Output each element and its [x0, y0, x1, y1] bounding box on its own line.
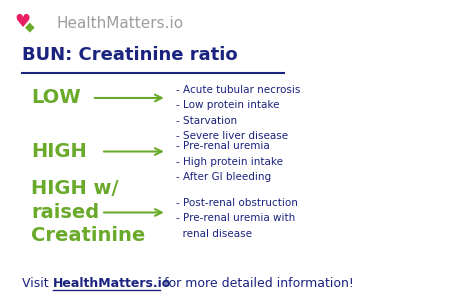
Text: Visit: Visit	[21, 277, 52, 290]
Text: ◆: ◆	[25, 20, 35, 33]
Text: - After GI bleeding: - After GI bleeding	[176, 172, 271, 182]
Text: - Severe liver disease: - Severe liver disease	[176, 131, 288, 141]
Text: HealthMatters.io: HealthMatters.io	[57, 16, 184, 31]
Text: HealthMatters.io: HealthMatters.io	[53, 277, 171, 290]
Text: - Starvation: - Starvation	[176, 115, 237, 125]
Text: - Pre-renal uremia with: - Pre-renal uremia with	[176, 213, 295, 223]
Text: LOW: LOW	[31, 88, 81, 108]
Text: - Acute tubular necrosis: - Acute tubular necrosis	[176, 85, 301, 95]
Text: renal disease: renal disease	[176, 228, 252, 238]
Text: - Pre-renal uremia: - Pre-renal uremia	[176, 141, 270, 151]
Text: - Low protein intake: - Low protein intake	[176, 100, 280, 110]
Text: for more detailed information!: for more detailed information!	[160, 277, 354, 290]
Text: HIGH: HIGH	[31, 142, 87, 161]
Text: - High protein intake: - High protein intake	[176, 157, 283, 167]
Text: ♥: ♥	[14, 13, 30, 31]
Text: - Post-renal obstruction: - Post-renal obstruction	[176, 198, 298, 208]
Text: HIGH w/
raised
Creatinine: HIGH w/ raised Creatinine	[31, 179, 145, 245]
Text: BUN: Creatinine ratio: BUN: Creatinine ratio	[21, 46, 237, 64]
